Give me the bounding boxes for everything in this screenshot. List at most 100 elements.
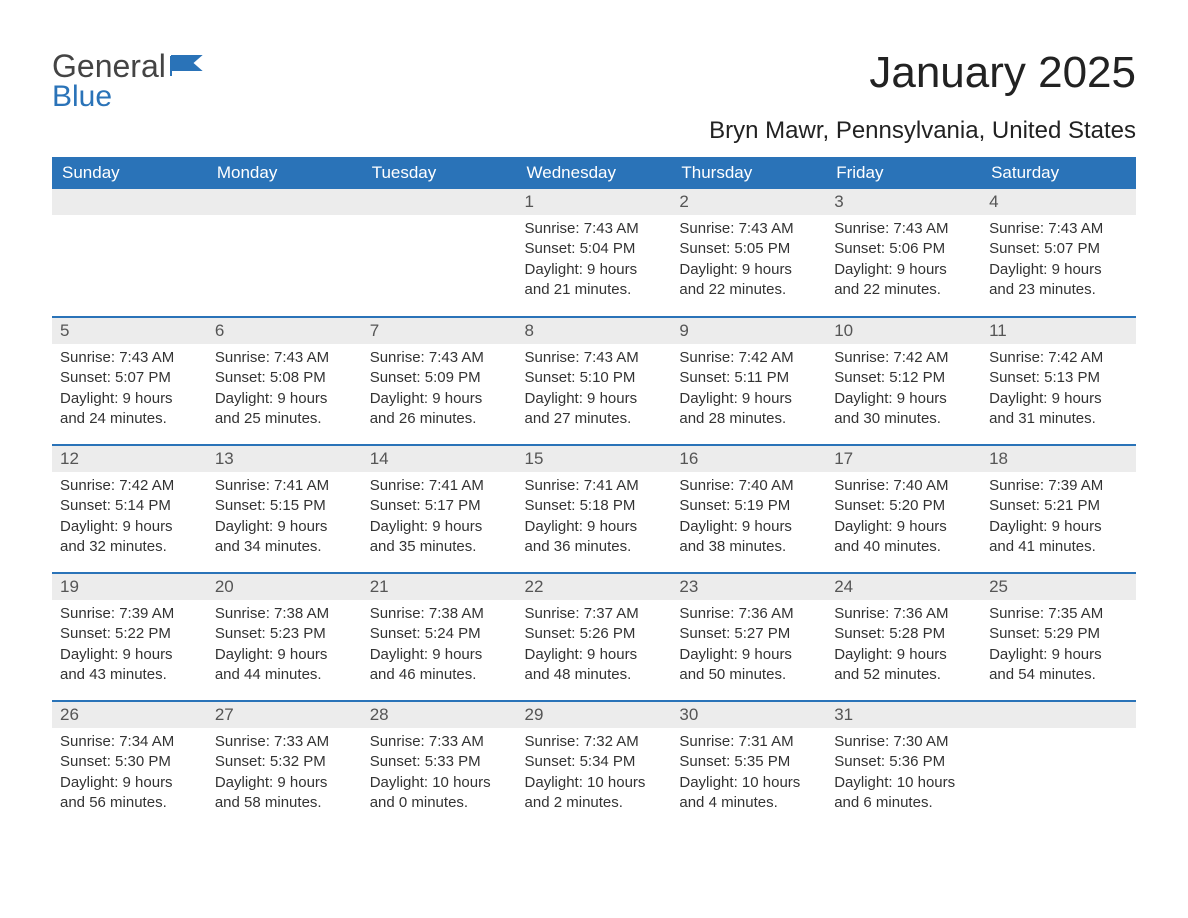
calendar-cell: 2Sunrise: 7:43 AMSunset: 5:05 PMDaylight… <box>671 189 826 317</box>
day-details: Sunrise: 7:38 AMSunset: 5:24 PMDaylight:… <box>362 600 517 693</box>
sunrise-text: Sunrise: 7:41 AM <box>215 476 354 496</box>
daylight-line-2: and 23 minutes. <box>989 280 1128 300</box>
calendar-cell: 29Sunrise: 7:32 AMSunset: 5:34 PMDayligh… <box>517 701 672 829</box>
day-details: Sunrise: 7:43 AMSunset: 5:05 PMDaylight:… <box>671 215 826 308</box>
calendar-cell: 27Sunrise: 7:33 AMSunset: 5:32 PMDayligh… <box>207 701 362 829</box>
sunset-text: Sunset: 5:13 PM <box>989 368 1128 388</box>
daylight-line-2: and 44 minutes. <box>215 665 354 685</box>
day-details: Sunrise: 7:37 AMSunset: 5:26 PMDaylight:… <box>517 600 672 693</box>
day-number: 15 <box>517 446 672 472</box>
day-number: 21 <box>362 574 517 600</box>
daylight-line-1: Daylight: 9 hours <box>834 260 973 280</box>
daylight-line-1: Daylight: 9 hours <box>60 645 199 665</box>
daylight-line-2: and 22 minutes. <box>679 280 818 300</box>
day-details: Sunrise: 7:41 AMSunset: 5:17 PMDaylight:… <box>362 472 517 565</box>
day-number: 5 <box>52 318 207 344</box>
day-details: Sunrise: 7:30 AMSunset: 5:36 PMDaylight:… <box>826 728 981 821</box>
sunrise-text: Sunrise: 7:43 AM <box>60 348 199 368</box>
sunset-text: Sunset: 5:09 PM <box>370 368 509 388</box>
sunset-text: Sunset: 5:29 PM <box>989 624 1128 644</box>
sunrise-text: Sunrise: 7:38 AM <box>370 604 509 624</box>
sunset-text: Sunset: 5:26 PM <box>525 624 664 644</box>
daylight-line-2: and 46 minutes. <box>370 665 509 685</box>
daylight-line-1: Daylight: 9 hours <box>525 389 664 409</box>
daylight-line-1: Daylight: 9 hours <box>679 645 818 665</box>
daylight-line-2: and 31 minutes. <box>989 409 1128 429</box>
calendar-cell: 6Sunrise: 7:43 AMSunset: 5:08 PMDaylight… <box>207 317 362 445</box>
daylight-line-2: and 27 minutes. <box>525 409 664 429</box>
daylight-line-1: Daylight: 9 hours <box>60 389 199 409</box>
calendar-cell: 20Sunrise: 7:38 AMSunset: 5:23 PMDayligh… <box>207 573 362 701</box>
day-details: Sunrise: 7:43 AMSunset: 5:06 PMDaylight:… <box>826 215 981 308</box>
sunrise-text: Sunrise: 7:37 AM <box>525 604 664 624</box>
calendar-week-row: 26Sunrise: 7:34 AMSunset: 5:30 PMDayligh… <box>52 701 1136 829</box>
day-header: Monday <box>207 157 362 189</box>
sunset-text: Sunset: 5:11 PM <box>679 368 818 388</box>
day-number: 3 <box>826 189 981 215</box>
day-details: Sunrise: 7:43 AMSunset: 5:09 PMDaylight:… <box>362 344 517 437</box>
daylight-line-2: and 56 minutes. <box>60 793 199 813</box>
day-header: Friday <box>826 157 981 189</box>
daylight-line-1: Daylight: 9 hours <box>370 645 509 665</box>
calendar-cell: 17Sunrise: 7:40 AMSunset: 5:20 PMDayligh… <box>826 445 981 573</box>
day-number: 19 <box>52 574 207 600</box>
sunset-text: Sunset: 5:35 PM <box>679 752 818 772</box>
daylight-line-2: and 50 minutes. <box>679 665 818 685</box>
sunset-text: Sunset: 5:28 PM <box>834 624 973 644</box>
day-number: 16 <box>671 446 826 472</box>
daylight-line-2: and 30 minutes. <box>834 409 973 429</box>
day-number: 9 <box>671 318 826 344</box>
day-details: Sunrise: 7:39 AMSunset: 5:22 PMDaylight:… <box>52 600 207 693</box>
sunset-text: Sunset: 5:07 PM <box>989 239 1128 259</box>
daylight-line-2: and 54 minutes. <box>989 665 1128 685</box>
daylight-line-2: and 52 minutes. <box>834 665 973 685</box>
sunrise-text: Sunrise: 7:35 AM <box>989 604 1128 624</box>
day-details: Sunrise: 7:36 AMSunset: 5:28 PMDaylight:… <box>826 600 981 693</box>
sunset-text: Sunset: 5:08 PM <box>215 368 354 388</box>
page-title: January 2025 <box>869 48 1136 98</box>
day-number: 10 <box>826 318 981 344</box>
daylight-line-2: and 58 minutes. <box>215 793 354 813</box>
sunset-text: Sunset: 5:21 PM <box>989 496 1128 516</box>
sunset-text: Sunset: 5:05 PM <box>679 239 818 259</box>
calendar-week-row: 5Sunrise: 7:43 AMSunset: 5:07 PMDaylight… <box>52 317 1136 445</box>
daylight-line-1: Daylight: 9 hours <box>370 389 509 409</box>
calendar-cell: 5 Sunrise: 7:43 AMSunset: 5:07 PMDaylight… <box>52 317 207 445</box>
daylight-line-1: Daylight: 9 hours <box>525 517 664 537</box>
sunset-text: Sunset: 5:34 PM <box>525 752 664 772</box>
calendar-cell: 3Sunrise: 7:43 AMSunset: 5:06 PMDaylight… <box>826 189 981 317</box>
sunrise-text: Sunrise: 7:43 AM <box>679 219 818 239</box>
sunset-text: Sunset: 5:27 PM <box>679 624 818 644</box>
sunrise-text: Sunrise: 7:43 AM <box>834 219 973 239</box>
calendar-cell: 25Sunrise: 7:35 AMSunset: 5:29 PMDayligh… <box>981 573 1136 701</box>
calendar-cell: 13Sunrise: 7:41 AMSunset: 5:15 PMDayligh… <box>207 445 362 573</box>
calendar-cell: 11Sunrise: 7:42 AMSunset: 5:13 PMDayligh… <box>981 317 1136 445</box>
brand-word-2: Blue <box>52 85 204 109</box>
sunrise-text: Sunrise: 7:39 AM <box>60 604 199 624</box>
sunrise-text: Sunrise: 7:38 AM <box>215 604 354 624</box>
day-header: Wednesday <box>517 157 672 189</box>
sunset-text: Sunset: 5:22 PM <box>60 624 199 644</box>
day-details: Sunrise: 7:34 AMSunset: 5:30 PMDaylight:… <box>52 728 207 821</box>
sunset-text: Sunset: 5:07 PM <box>60 368 199 388</box>
daylight-line-1: Daylight: 9 hours <box>215 517 354 537</box>
sunrise-text: Sunrise: 7:41 AM <box>370 476 509 496</box>
day-header: Tuesday <box>362 157 517 189</box>
calendar-cell: 12Sunrise: 7:42 AMSunset: 5:14 PMDayligh… <box>52 445 207 573</box>
daylight-line-2: and 0 minutes. <box>370 793 509 813</box>
daylight-line-2: and 6 minutes. <box>834 793 973 813</box>
sunrise-text: Sunrise: 7:40 AM <box>679 476 818 496</box>
day-number: 29 <box>517 702 672 728</box>
location-subtitle: Bryn Mawr, Pennsylvania, United States <box>52 117 1136 145</box>
calendar-table: Sunday Monday Tuesday Wednesday Thursday… <box>52 157 1136 829</box>
sunrise-text: Sunrise: 7:43 AM <box>370 348 509 368</box>
day-details: Sunrise: 7:35 AMSunset: 5:29 PMDaylight:… <box>981 600 1136 693</box>
daylight-line-2: and 35 minutes. <box>370 537 509 557</box>
daylight-line-1: Daylight: 10 hours <box>525 773 664 793</box>
day-number: 31 <box>826 702 981 728</box>
day-details: Sunrise: 7:42 AMSunset: 5:11 PMDaylight:… <box>671 344 826 437</box>
daylight-line-1: Daylight: 9 hours <box>525 645 664 665</box>
sunrise-text: Sunrise: 7:42 AM <box>989 348 1128 368</box>
calendar-cell: 9Sunrise: 7:42 AMSunset: 5:11 PMDaylight… <box>671 317 826 445</box>
daylight-line-2: and 40 minutes. <box>834 537 973 557</box>
